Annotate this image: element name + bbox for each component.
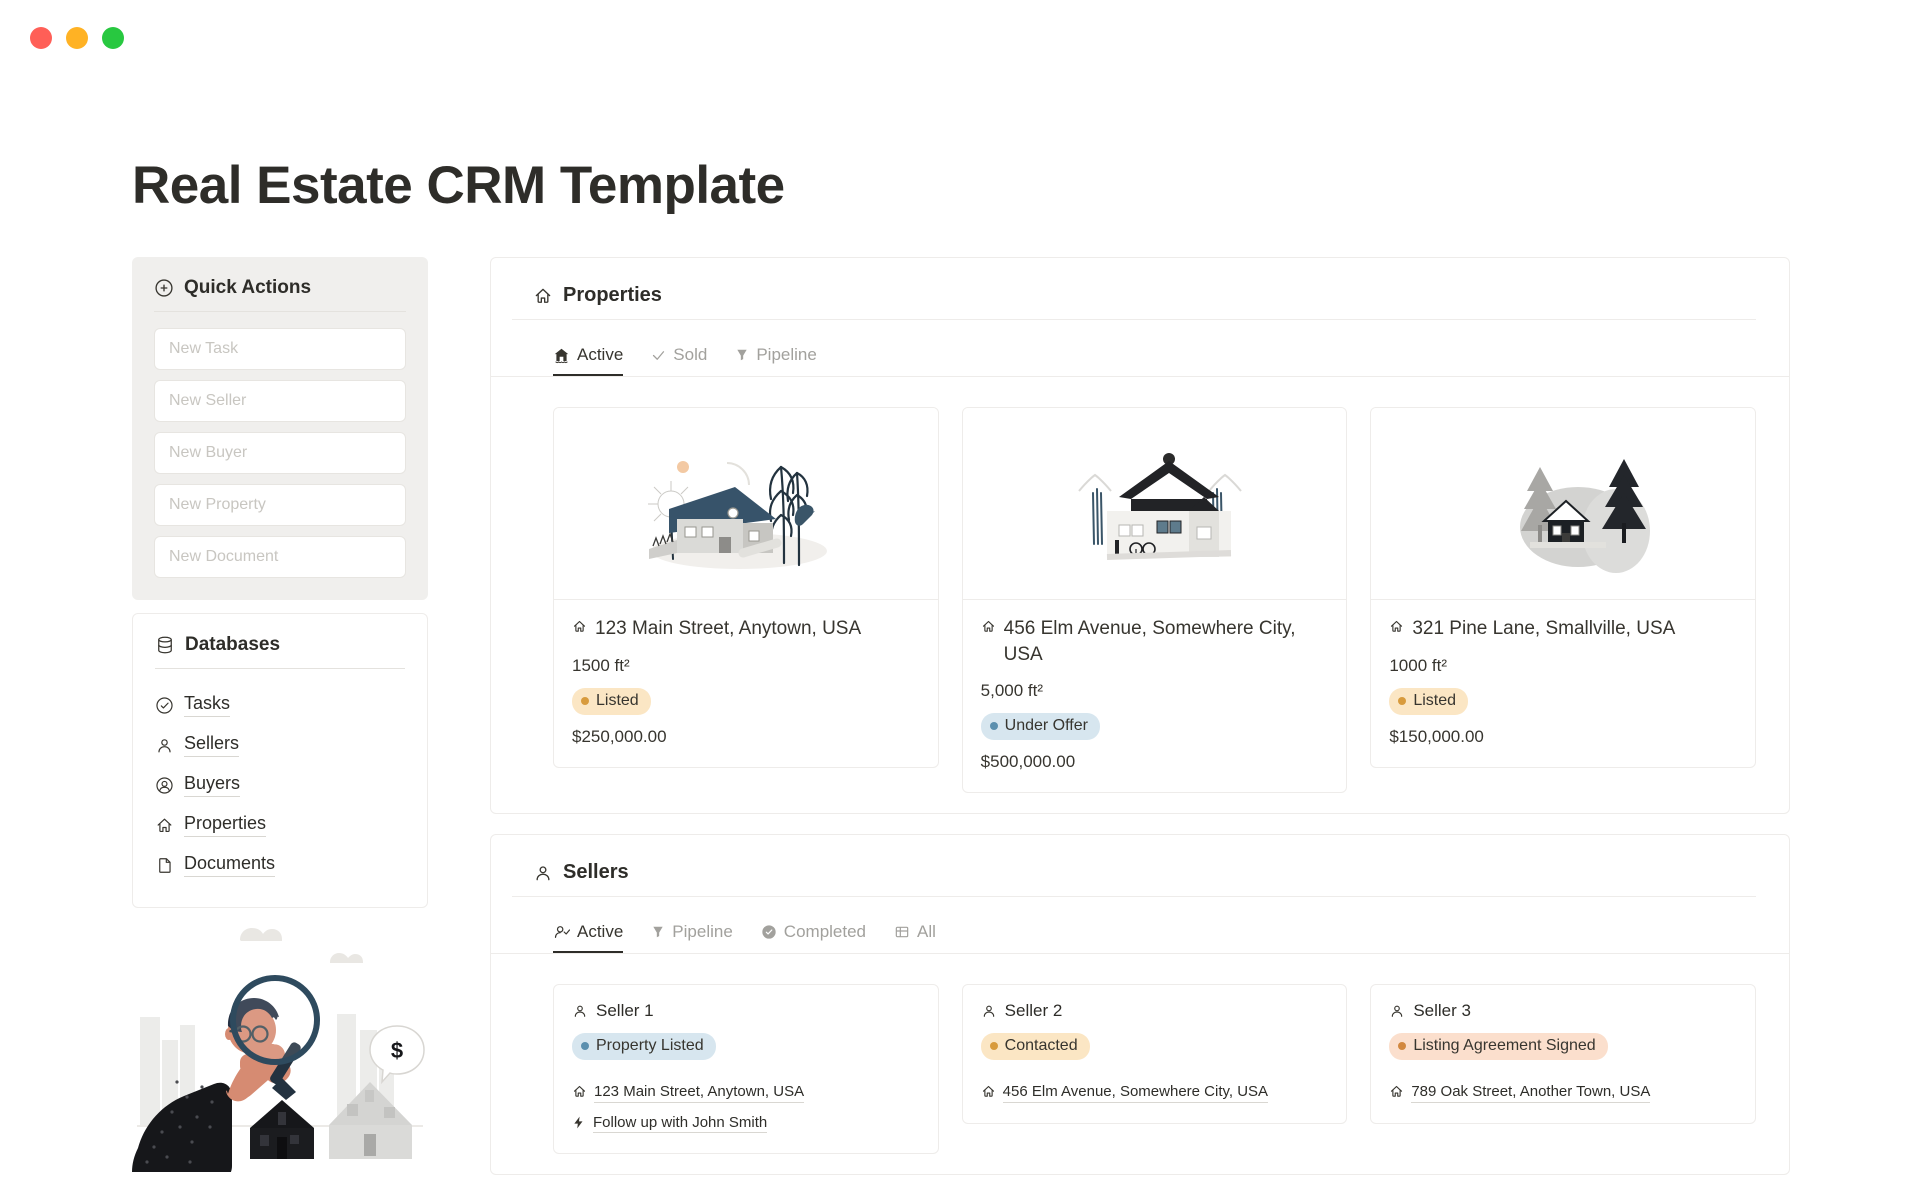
svg-text:$: $	[391, 1038, 403, 1063]
